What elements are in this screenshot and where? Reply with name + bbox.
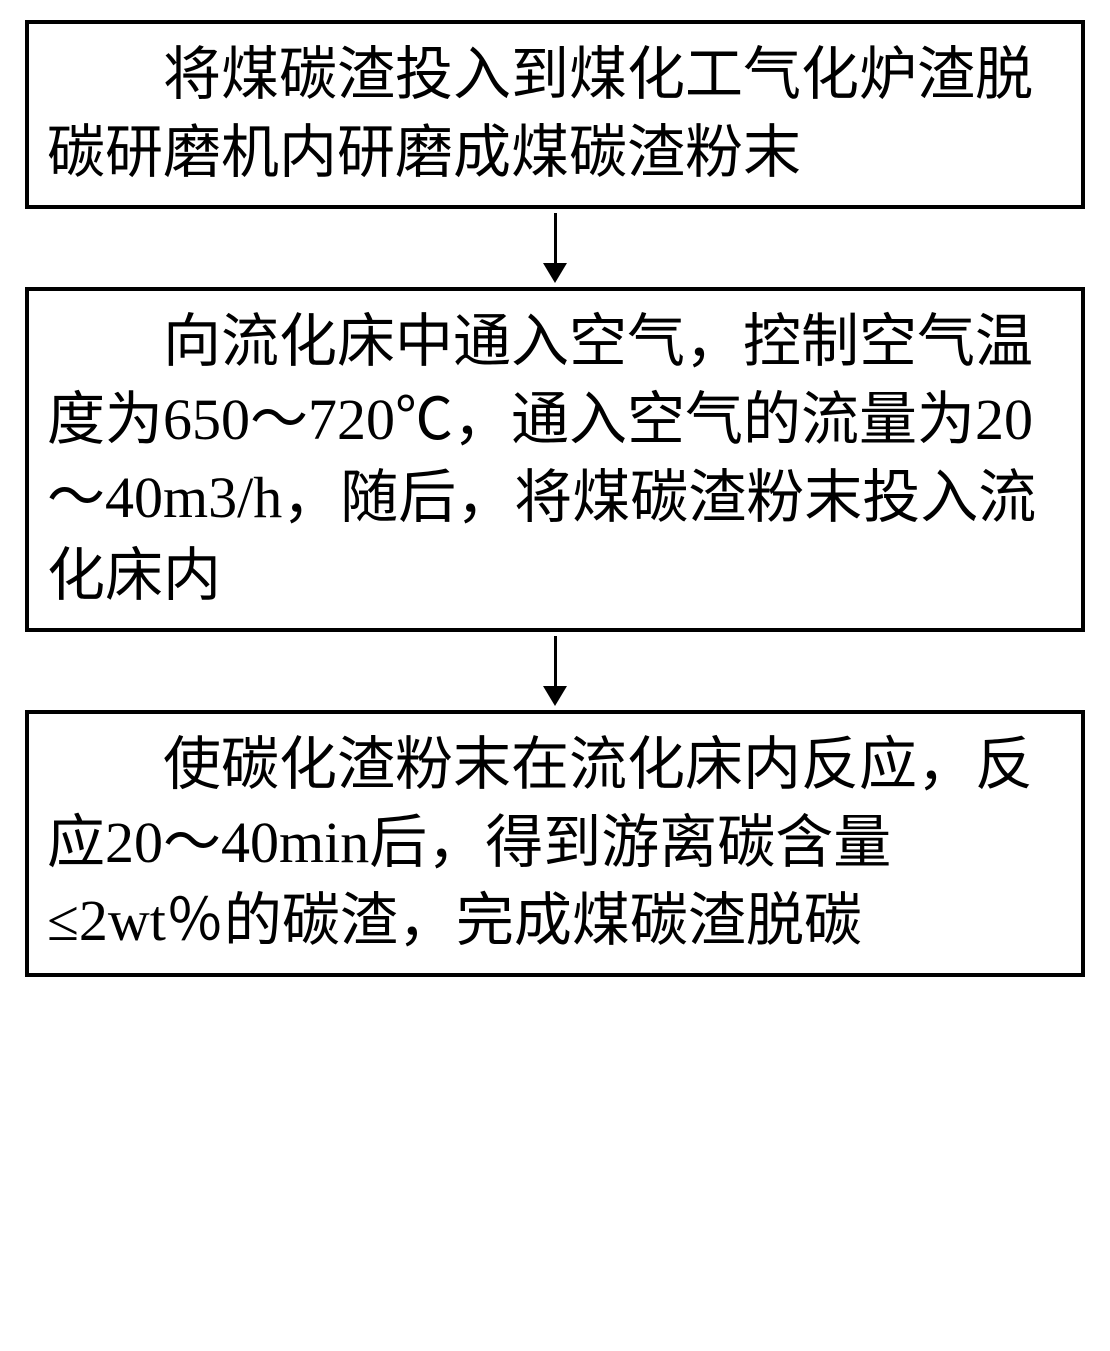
arrow-line-icon — [554, 213, 557, 263]
arrow-head-icon — [543, 263, 567, 283]
step-2-text: 向流化床中通入空气，控制空气温度为650～720℃，通入空气的流量为20～40m… — [47, 303, 1063, 616]
arrow-head-icon — [543, 686, 567, 706]
arrow-1 — [543, 209, 567, 287]
step-1-text: 将煤碳渣投入到煤化工气化炉渣脱碳研磨机内研磨成煤碳渣粉末 — [47, 36, 1063, 193]
step-3-text: 使碳化渣粉末在流化床内反应，反应20～40min后，得到游离碳含量≤2wt％的碳… — [47, 726, 1063, 961]
flowchart-step-3: 使碳化渣粉末在流化床内反应，反应20～40min后，得到游离碳含量≤2wt％的碳… — [25, 710, 1085, 977]
arrow-2 — [543, 632, 567, 710]
flowchart-container: 将煤碳渣投入到煤化工气化炉渣脱碳研磨机内研磨成煤碳渣粉末 向流化床中通入空气，控… — [20, 20, 1090, 977]
flowchart-step-1: 将煤碳渣投入到煤化工气化炉渣脱碳研磨机内研磨成煤碳渣粉末 — [25, 20, 1085, 209]
arrow-line-icon — [554, 636, 557, 686]
flowchart-step-2: 向流化床中通入空气，控制空气温度为650～720℃，通入空气的流量为20～40m… — [25, 287, 1085, 632]
